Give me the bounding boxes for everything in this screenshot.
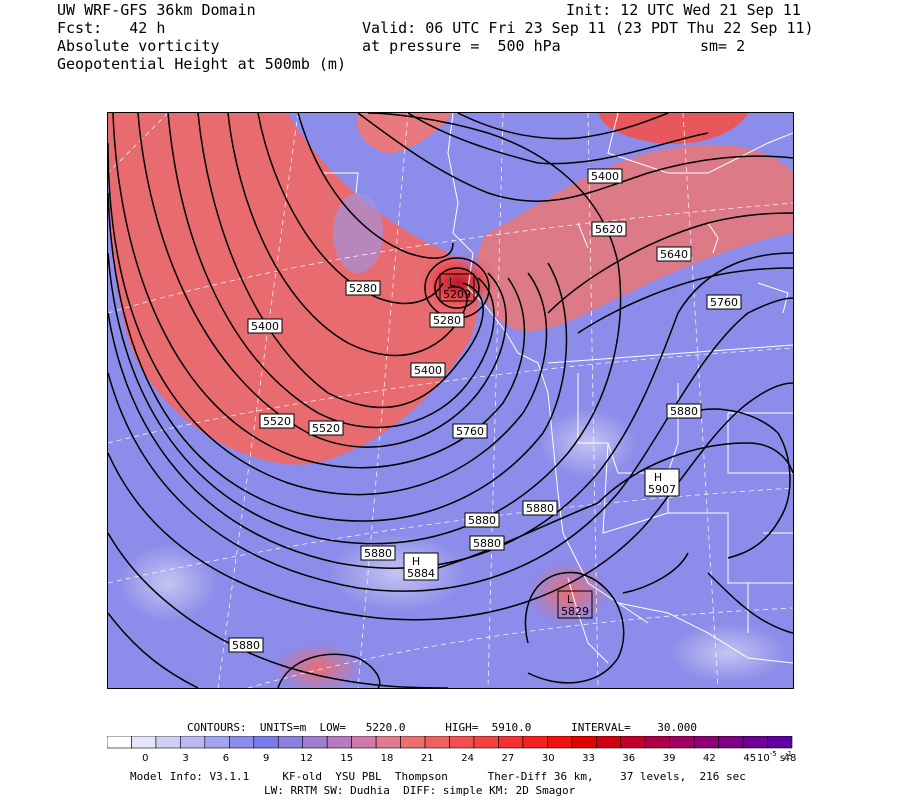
colorbar-tick-label: 30 <box>542 753 555 764</box>
colorbar-tick-label: 9 <box>263 753 269 764</box>
contour-label: 5620 <box>595 223 623 236</box>
high-center-symbol: H <box>654 471 662 484</box>
high-center-symbol: H <box>412 555 420 568</box>
colorbar-tick-label: 48 <box>784 753 797 764</box>
colorbar-tick-label: 39 <box>663 753 676 764</box>
colorbar-tick-label: 24 <box>461 753 474 764</box>
colorbar-cell <box>595 736 622 749</box>
high-center-value: 5907 <box>648 483 676 496</box>
colorbar-cell <box>302 736 328 749</box>
colorbar-cell <box>351 736 377 749</box>
colorbar-cell <box>473 736 499 749</box>
contour-label: 5760 <box>456 425 484 438</box>
colorbar-tick-label: 45 <box>743 753 756 764</box>
high-center-value: 5884 <box>407 567 435 580</box>
contour-label: 5520 <box>312 422 340 435</box>
colorbar-cell <box>326 736 352 749</box>
model-info: Model Info: V3.1.1 KF-old YSU PBL Thomps… <box>130 770 746 783</box>
vorticity-colorbar: 0 3 6 9 12 15 18 21 24 27 30 33 36 39 42 45 48 10-5 s-1 <box>107 736 796 764</box>
coastlines-borders <box>323 113 793 664</box>
colorbar-ticks: 0 3 6 9 12 15 18 21 24 27 30 33 36 39 42 45 48 <box>142 753 796 764</box>
forecast-hour: Fcst: 42 h <box>57 19 166 37</box>
vorticity-height-map: 5400 5620 5640 5760 5280 5400 5280 5400 … <box>107 112 794 689</box>
colorbar-cells <box>107 736 793 749</box>
colorbar-cell <box>204 736 230 749</box>
contour-label: 5400 <box>251 320 279 333</box>
smoothing: sm= 2 <box>700 37 746 55</box>
contour-label-group: 5400 5620 5640 5760 5280 5400 5280 5400 … <box>228 168 742 653</box>
colorbar-cell <box>424 736 450 749</box>
contour-label: 5880 <box>468 514 496 527</box>
contour-label: 5880 <box>526 502 554 515</box>
contour-label: 5880 <box>670 405 698 418</box>
colorbar-tick-label: 36 <box>622 753 635 764</box>
colorbar-tick-label: 0 <box>142 753 148 764</box>
colorbar-tick-label: 18 <box>381 753 394 764</box>
colorbar-tick-label: 3 <box>182 753 188 764</box>
colorbar-cell <box>669 736 695 749</box>
low-center-value: 5209 <box>443 288 471 301</box>
colorbar-cell <box>498 736 524 749</box>
title-domain: UW WRF-GFS 36km Domain <box>57 1 256 19</box>
colorbar-cell <box>229 736 255 749</box>
contour-label: 5880 <box>473 537 501 550</box>
pressure-centers: L 5209 H 5907 H 5884 L 5829 <box>403 273 680 619</box>
colorbar-cell <box>131 736 157 749</box>
colorbar-cell <box>742 736 768 749</box>
lat-lon-grid <box>108 113 793 688</box>
colorbar-tick-label: 27 <box>502 753 515 764</box>
colorbar-cell <box>375 736 401 749</box>
height-contours <box>108 113 793 688</box>
overlay-field-name: Geopotential Height at 500mb (m) <box>57 55 346 73</box>
colorbar-cell <box>693 736 719 749</box>
field-name: Absolute vorticity <box>57 37 220 55</box>
colorbar-tick-label: 15 <box>340 753 353 764</box>
contour-label: 5520 <box>263 415 291 428</box>
colorbar-cell <box>620 736 646 749</box>
colorbar-cell <box>180 736 206 749</box>
colorbar-cell <box>718 736 744 749</box>
contour-label: 5760 <box>710 296 738 309</box>
colorbar-cell <box>547 736 573 749</box>
colorbar-tick-label: 12 <box>300 753 313 764</box>
contour-label: 5400 <box>414 364 442 377</box>
colorbar-cell <box>449 736 475 749</box>
colorbar-cell <box>522 736 548 749</box>
colorbar-tick-label: 21 <box>421 753 434 764</box>
colorbar-cell <box>155 736 181 749</box>
colorbar-tick-label: 33 <box>582 753 595 764</box>
colorbar-cell <box>644 736 670 749</box>
colorbar-cell <box>253 736 279 749</box>
low-center-value: 5829 <box>561 605 589 618</box>
contour-label: 5880 <box>232 639 260 652</box>
colorbar-cell <box>277 736 304 749</box>
colorbar-cell <box>107 736 132 749</box>
contour-label: 5880 <box>364 547 392 560</box>
contours-info: CONTOURS: UNITS=m LOW= 5220.0 HIGH= 5910… <box>187 721 697 734</box>
colorbar-tick-label: 6 <box>223 753 229 764</box>
init-time: Init: 12 UTC Wed 21 Sep 11 <box>566 1 801 19</box>
physics-info: LW: RRTM SW: Dudhia DIFF: simple KM: 2D … <box>264 784 576 797</box>
contour-label: 5280 <box>433 314 461 327</box>
colorbar-cell <box>400 736 426 749</box>
colorbar-unit: 10-5 s-1 <box>757 750 792 764</box>
valid-time: Valid: 06 UTC Fri 23 Sep 11 (23 PDT Thu … <box>362 19 814 37</box>
contour-label: 5400 <box>591 170 619 183</box>
colorbar-cell <box>767 736 793 749</box>
colorbar-cell <box>571 736 597 749</box>
colorbar-tick-label: 42 <box>703 753 716 764</box>
low-center-symbol: L <box>449 276 456 289</box>
pressure-level: at pressure = 500 hPa <box>362 37 561 55</box>
contour-label: 5280 <box>349 282 377 295</box>
contour-label: 5640 <box>660 248 688 261</box>
low-center-symbol: L <box>567 593 574 606</box>
